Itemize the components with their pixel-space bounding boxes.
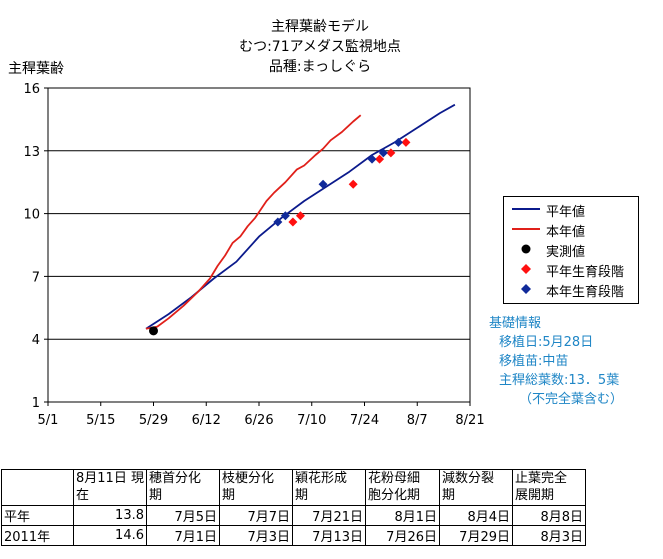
x-axis-ticks: 5/1 5/15 5/29 6/12 6/26 7/10 7/24 8/7 8/21 xyxy=(38,402,485,428)
stage-marker xyxy=(273,217,283,227)
table-cell: 7月13日 xyxy=(292,525,366,546)
table-header-cell: 穂首分化 期 xyxy=(146,469,220,506)
legend-line-swatch xyxy=(512,228,540,230)
stage-marker xyxy=(348,179,358,189)
x-tick-label: 5/15 xyxy=(86,413,115,428)
series-layer xyxy=(145,103,456,336)
table-cell: 8月4日 xyxy=(439,505,513,526)
measured-point xyxy=(149,326,158,336)
x-tick-label: 7/24 xyxy=(350,413,379,428)
stage-marker xyxy=(280,211,290,221)
x-tick-label: 6/12 xyxy=(192,413,221,428)
y-tick-label: 1 xyxy=(32,396,40,411)
legend-label: 本年生育段階 xyxy=(546,285,625,300)
table-header-cell: 止葉完全 展開期 xyxy=(512,469,586,506)
info-total-leaves: 主稈総葉数:13．5葉 xyxy=(499,373,620,388)
y-tick-label: 10 xyxy=(23,208,40,223)
chart-title-line-3: 品種:まっしぐら xyxy=(268,59,372,75)
legend-item-this-year-stage: 本年生育段階 xyxy=(504,279,640,300)
x-tick-label: 6/26 xyxy=(244,413,273,428)
info-note: （不完全葉含む） xyxy=(519,392,624,407)
legend-item-normal-stage: 平年生育段階 xyxy=(504,259,640,280)
legend-label: 実測値 xyxy=(546,245,586,260)
stage-marker xyxy=(386,148,396,158)
growth-stage-table: 8月11日 現在 穂首分化 期 枝梗分化 期 穎花形成 期 花粉母細 胞分化期 … xyxy=(1,469,586,546)
x-tick-label: 8/21 xyxy=(455,413,484,428)
table-row: 平年 13.8 7月5日 7月7日 7月21日 8月1日 8月4日 8月8日 xyxy=(1,505,586,526)
series-line xyxy=(145,114,362,330)
legend-label: 平年値 xyxy=(546,205,586,220)
basic-info-panel: 基礎情報 移植日:5月28日 移植苗:中苗 主稈総葉数:13．5葉 （不完全葉含… xyxy=(489,314,623,409)
legend: 平年値 本年値 実測値 平年生育段階 本年生育段階 xyxy=(503,196,639,304)
table-cell: 7月29日 xyxy=(439,525,513,546)
legend-dot-swatch xyxy=(521,244,531,254)
x-tick-label: 5/1 xyxy=(38,413,59,428)
legend-line-swatch xyxy=(512,208,540,210)
info-seedling-type: 移植苗:中苗 xyxy=(499,354,569,369)
stage-marker xyxy=(393,137,403,147)
table-cell: 14.6 xyxy=(73,525,147,546)
stage-marker xyxy=(295,211,305,221)
legend-diamond-swatch xyxy=(521,264,531,274)
legend-item-normal-line: 平年値 xyxy=(504,199,640,220)
table-cell: 8月3日 xyxy=(512,525,586,546)
table-header-cell: 花粉母細 胞分化期 xyxy=(365,469,440,506)
stage-marker xyxy=(367,154,377,164)
table-row: 2011年 14.6 7月1日 7月3日 7月13日 7月26日 7月29日 8… xyxy=(1,525,586,546)
y-tick-label: 16 xyxy=(23,82,40,97)
legend-label: 本年値 xyxy=(546,225,586,240)
table-header-row: 8月11日 現在 穂首分化 期 枝梗分化 期 穎花形成 期 花粉母細 胞分化期 … xyxy=(1,469,586,506)
info-transplant-date: 移植日:5月28日 xyxy=(499,335,594,350)
table-cell: 7月26日 xyxy=(365,525,440,546)
table-cell: 7月7日 xyxy=(219,505,293,526)
table-cell: 7月21日 xyxy=(292,505,366,526)
legend-item-measured: 実測値 xyxy=(504,239,640,260)
table-cell: 7月5日 xyxy=(146,505,220,526)
y-tick-label: 4 xyxy=(32,333,40,348)
legend-item-this-year-line: 本年値 xyxy=(504,219,640,240)
x-tick-label: 8/7 xyxy=(407,413,428,428)
chart-canvas: 5/1 5/15 5/29 6/12 6/26 7/10 7/24 8/7 8/21 1 4 7 10… xyxy=(23,82,485,428)
table-cell: 7月1日 xyxy=(146,525,220,546)
x-tick-label: 7/10 xyxy=(297,413,326,428)
y-tick-label: 7 xyxy=(32,270,40,285)
table-header-cell: 8月11日 現在 xyxy=(73,469,147,506)
x-tick-label: 5/29 xyxy=(139,413,168,428)
table-cell: 8月1日 xyxy=(365,505,440,526)
table-header-cell xyxy=(1,469,74,506)
y-axis-label: 主稈葉齢 xyxy=(8,61,64,77)
table-cell: 8月8日 xyxy=(512,505,586,526)
stage-marker xyxy=(318,179,328,189)
chart-title-line-1: 主稈葉齢モデル xyxy=(271,19,369,35)
legend-label: 平年生育段階 xyxy=(546,265,625,280)
table-header-cell: 枝梗分化 期 xyxy=(219,469,293,506)
y-axis-ticks: 1 4 7 10 13 16 xyxy=(23,82,48,411)
info-heading: 基礎情報 xyxy=(489,316,542,331)
y-tick-label: 13 xyxy=(23,145,40,160)
legend-diamond-swatch xyxy=(521,284,531,294)
chart-title-line-2: むつ:71アメダス監視地点 xyxy=(239,39,401,55)
table-header-cell: 穎花形成 期 xyxy=(292,469,366,506)
stage-marker xyxy=(375,154,385,164)
table-row-label: 2011年 xyxy=(1,525,74,546)
stage-marker xyxy=(401,137,411,147)
stage-marker xyxy=(378,148,388,158)
grid-lines xyxy=(48,150,470,340)
table-row-label: 平年 xyxy=(1,505,74,526)
table-cell: 7月3日 xyxy=(219,525,293,546)
table-header-cell: 減数分裂 期 xyxy=(439,469,513,506)
stage-marker xyxy=(288,217,298,227)
table-cell: 13.8 xyxy=(73,505,147,526)
